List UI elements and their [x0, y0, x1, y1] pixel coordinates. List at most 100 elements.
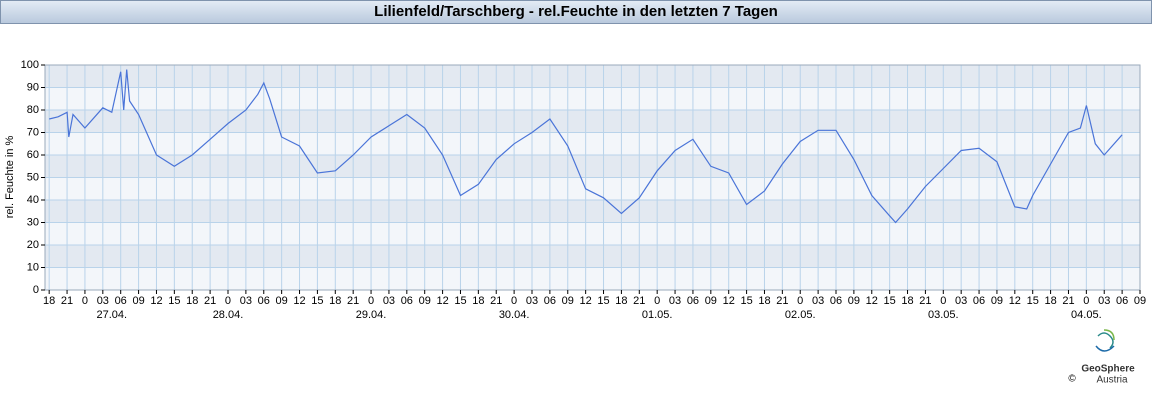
x-tick-label: 21	[61, 295, 73, 307]
x-tick-label: 21	[1062, 295, 1074, 307]
x-tick-label: 06	[115, 295, 127, 307]
x-tick-label: 03	[97, 295, 109, 307]
grid-band	[45, 222, 1140, 245]
grid-band	[45, 110, 1140, 133]
x-tick-label: 12	[723, 295, 735, 307]
x-tick-label: 0	[511, 295, 517, 307]
x-tick-label: 0	[1083, 295, 1089, 307]
x-tick-label: 15	[311, 295, 323, 307]
x-tick-label: 18	[1044, 295, 1056, 307]
x-tick-label: 06	[687, 295, 699, 307]
x-tick-label: 09	[1134, 295, 1146, 307]
grid-band	[45, 155, 1140, 178]
x-tick-label: 09	[132, 295, 144, 307]
x-tick-label: 18	[472, 295, 484, 307]
grid-band	[45, 87, 1140, 110]
y-axis-label: rel. Feuchte in %	[4, 136, 16, 219]
date-label: 27.04.	[96, 309, 127, 321]
x-tick-label: 0	[940, 295, 946, 307]
x-tick-label: 12	[293, 295, 305, 307]
y-tick-label: 90	[27, 81, 39, 93]
y-tick-label: 70	[27, 126, 39, 138]
x-tick-label: 18	[901, 295, 913, 307]
y-tick-label: 100	[21, 59, 39, 71]
y-tick-label: 30	[27, 216, 39, 228]
x-tick-label: 09	[991, 295, 1003, 307]
x-tick-label: 15	[1027, 295, 1039, 307]
y-tick-label: 50	[27, 171, 39, 183]
y-tick-label: 80	[27, 104, 39, 116]
x-tick-label: 21	[633, 295, 645, 307]
x-tick-label: 03	[526, 295, 538, 307]
x-tick-label: 0	[368, 295, 374, 307]
y-tick-label: 0	[33, 284, 39, 296]
x-tick-label: 21	[490, 295, 502, 307]
data-line	[49, 69, 1123, 224]
x-tick-label: 18	[329, 295, 341, 307]
grid-band	[45, 267, 1140, 290]
x-tick-label: 15	[884, 295, 896, 307]
x-tick-label: 12	[1009, 295, 1021, 307]
x-tick-label: 06	[544, 295, 556, 307]
date-label: 03.05.	[928, 309, 959, 321]
x-tick-label: 18	[186, 295, 198, 307]
x-tick-label: 09	[562, 295, 574, 307]
logo-mark	[1095, 329, 1115, 352]
x-tick-label: 21	[776, 295, 788, 307]
grid-band	[45, 132, 1140, 155]
x-tick-label: 12	[150, 295, 162, 307]
x-tick-label: 18	[43, 295, 55, 307]
x-tick-label: 09	[419, 295, 431, 307]
x-tick-label: 06	[973, 295, 985, 307]
x-tick-label: 12	[436, 295, 448, 307]
x-tick-label: 09	[705, 295, 717, 307]
x-tick-label: 15	[740, 295, 752, 307]
grid-band	[45, 245, 1140, 268]
x-tick-label: 06	[401, 295, 413, 307]
grid-band	[45, 200, 1140, 223]
x-tick-label: 12	[866, 295, 878, 307]
y-tick-label: 40	[27, 194, 39, 206]
date-label: 29.04.	[356, 309, 387, 321]
x-tick-label: 18	[758, 295, 770, 307]
copyright: ©	[1068, 374, 1076, 385]
date-label: 30.04.	[499, 309, 530, 321]
y-tick-label: 10	[27, 261, 39, 273]
x-tick-label: 15	[597, 295, 609, 307]
y-tick-label: 60	[27, 149, 39, 161]
x-tick-label: 03	[383, 295, 395, 307]
x-tick-label: 0	[225, 295, 231, 307]
grid-band	[45, 177, 1140, 200]
x-tick-label: 15	[454, 295, 466, 307]
x-tick-label: 0	[654, 295, 660, 307]
x-tick-label: 06	[1116, 295, 1128, 307]
x-tick-label: 06	[830, 295, 842, 307]
grid-band	[45, 65, 1140, 88]
chart-title: Lilienfeld/Tarschberg - rel.Feuchte in d…	[0, 0, 1152, 24]
date-label: 01.05.	[642, 309, 673, 321]
x-tick-label: 12	[580, 295, 592, 307]
x-tick-label: 21	[919, 295, 931, 307]
x-tick-label: 03	[1098, 295, 1110, 307]
date-label: 28.04.	[213, 309, 244, 321]
x-tick-label: 18	[615, 295, 627, 307]
x-tick-label: 03	[812, 295, 824, 307]
date-label: 04.05.	[1071, 309, 1102, 321]
x-tick-label: 06	[258, 295, 270, 307]
x-tick-label: 03	[955, 295, 967, 307]
x-tick-label: 03	[240, 295, 252, 307]
x-tick-label: 09	[848, 295, 860, 307]
y-tick-label: 20	[27, 239, 39, 251]
x-tick-label: 03	[669, 295, 681, 307]
x-tick-label: 15	[168, 295, 180, 307]
x-tick-label: 0	[82, 295, 88, 307]
logo-sub: Austria	[1096, 375, 1128, 386]
x-tick-label: 0	[797, 295, 803, 307]
logo-name: GeoSphere	[1081, 364, 1135, 375]
x-tick-label: 21	[204, 295, 216, 307]
x-tick-label: 21	[347, 295, 359, 307]
date-label: 02.05.	[785, 309, 816, 321]
x-tick-label: 09	[276, 295, 288, 307]
